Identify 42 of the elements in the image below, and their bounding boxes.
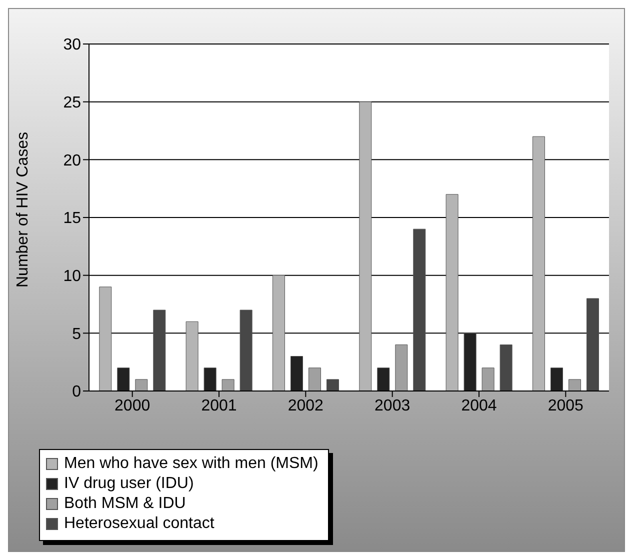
bar	[568, 379, 581, 391]
bar	[395, 344, 408, 391]
bar	[413, 228, 426, 391]
y-tick-label: 5	[72, 326, 82, 343]
bar	[532, 136, 545, 391]
bar	[500, 344, 512, 391]
bar	[153, 310, 166, 391]
bar	[99, 286, 112, 391]
x-tick-label: 2004	[461, 397, 497, 414]
bar	[550, 368, 563, 391]
x-tick-label: 2001	[201, 397, 237, 414]
bar	[308, 368, 321, 391]
legend-label: Both MSM & IDU	[63, 494, 187, 514]
bar	[359, 102, 372, 391]
bar	[326, 379, 339, 391]
bar	[204, 368, 216, 391]
x-tick-label: 2005	[548, 397, 584, 414]
bar	[222, 379, 234, 391]
y-tick-label: 25	[63, 94, 82, 112]
y-tick-label: 30	[63, 36, 82, 54]
bar	[135, 379, 148, 391]
y-tick-label: 15	[63, 210, 82, 228]
bar	[377, 368, 390, 391]
x-tick-label: 2000	[114, 397, 150, 414]
y-tick-label: 10	[63, 268, 82, 286]
legend-label: Men who have sex with men (MSM)	[63, 454, 318, 474]
y-tick-label: 0	[72, 384, 82, 401]
legend-label: Heterosexual contact	[63, 514, 216, 534]
y-tick-label: 20	[63, 152, 82, 170]
bar	[240, 310, 252, 391]
legend-label: IV drug user (IDU)	[63, 474, 195, 494]
bar	[290, 356, 303, 391]
bar	[272, 275, 285, 391]
x-tick-label: 2002	[288, 397, 324, 414]
y-axis-title: Number of HIV Cases	[14, 132, 32, 288]
x-tick-label: 2003	[374, 397, 410, 414]
bar	[446, 194, 458, 391]
bar	[482, 368, 494, 391]
bar	[117, 368, 130, 391]
bar	[186, 321, 198, 391]
bar	[464, 332, 476, 391]
bar	[586, 298, 599, 391]
